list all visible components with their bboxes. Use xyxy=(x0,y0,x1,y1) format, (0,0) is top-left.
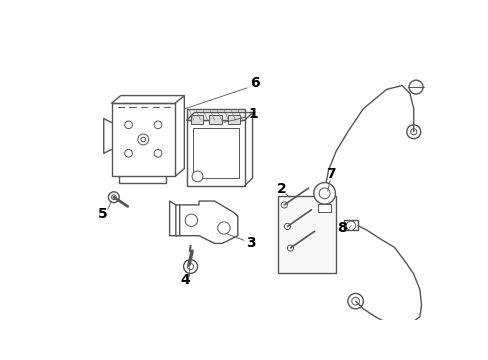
Circle shape xyxy=(410,129,416,135)
Circle shape xyxy=(346,221,355,230)
Bar xyxy=(192,128,238,178)
Bar xyxy=(343,220,357,230)
Circle shape xyxy=(185,214,197,226)
Text: 8: 8 xyxy=(337,221,346,235)
Circle shape xyxy=(351,297,359,305)
Circle shape xyxy=(141,137,145,142)
Bar xyxy=(186,120,244,186)
Circle shape xyxy=(124,121,132,129)
Bar xyxy=(318,204,330,212)
Circle shape xyxy=(108,192,119,203)
Bar xyxy=(186,109,244,120)
Circle shape xyxy=(183,260,197,274)
Circle shape xyxy=(124,149,132,157)
Circle shape xyxy=(192,171,203,182)
Circle shape xyxy=(287,245,293,251)
Text: 3: 3 xyxy=(245,237,255,251)
Text: 5: 5 xyxy=(98,207,108,221)
Text: 7: 7 xyxy=(325,167,335,181)
Circle shape xyxy=(406,125,420,139)
Circle shape xyxy=(154,149,162,157)
Circle shape xyxy=(111,195,116,199)
Circle shape xyxy=(284,223,290,230)
Bar xyxy=(209,115,221,124)
Circle shape xyxy=(154,121,162,129)
Text: 4: 4 xyxy=(180,273,190,287)
Circle shape xyxy=(313,183,335,204)
Circle shape xyxy=(217,222,230,234)
Circle shape xyxy=(138,134,148,145)
Circle shape xyxy=(281,202,287,208)
Circle shape xyxy=(347,293,363,309)
Bar xyxy=(227,115,240,124)
Bar xyxy=(111,103,175,176)
Circle shape xyxy=(408,80,422,94)
Circle shape xyxy=(187,264,193,270)
Text: 1: 1 xyxy=(248,107,258,121)
Text: 2: 2 xyxy=(277,183,286,197)
Text: 6: 6 xyxy=(249,76,259,90)
Bar xyxy=(190,115,203,124)
Bar xyxy=(278,195,336,273)
Circle shape xyxy=(319,188,329,199)
